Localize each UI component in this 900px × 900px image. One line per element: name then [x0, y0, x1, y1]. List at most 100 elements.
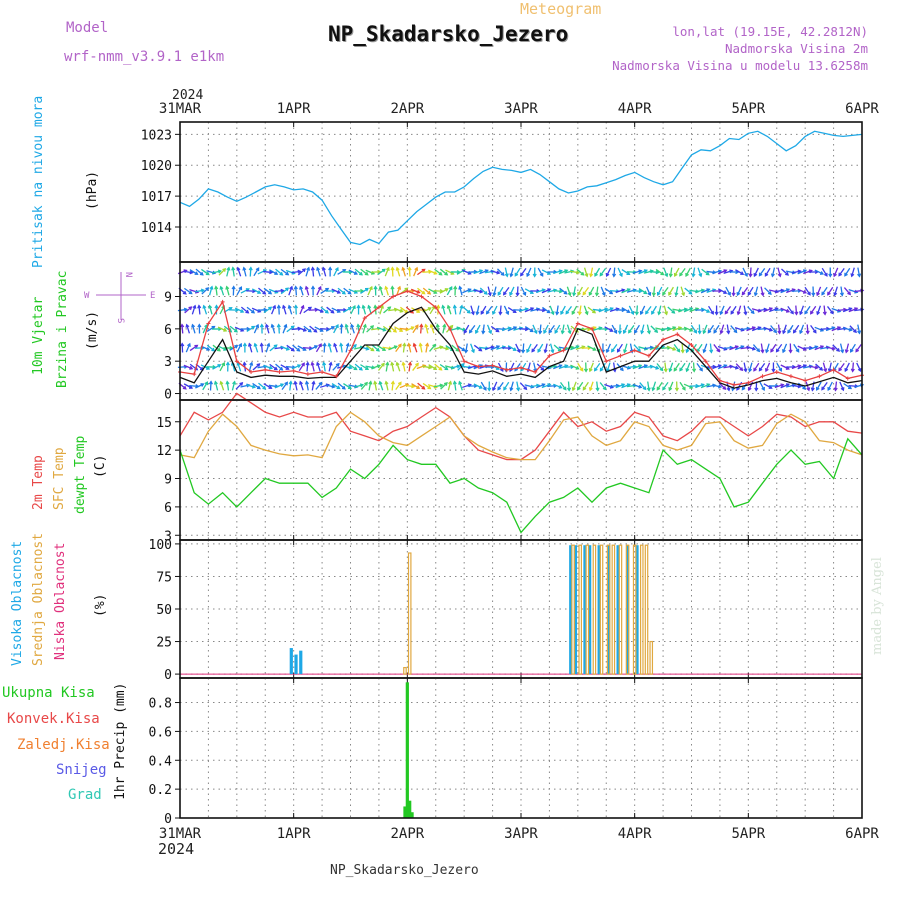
wind-arrow: [797, 364, 807, 370]
wind-arrow: [288, 305, 293, 315]
wind-arrow: [543, 324, 549, 334]
wind-arrow: [549, 343, 554, 353]
wind-arrow-head: [206, 346, 211, 351]
wind-arrow: [263, 306, 272, 314]
cloud-bar: [649, 640, 654, 675]
temp-unit-label: (C): [93, 455, 108, 478]
wind-arrow-head: [450, 365, 455, 370]
wind-arrow: [749, 267, 752, 277]
wind-arrow-head: [438, 366, 443, 371]
wind-arrow: [368, 381, 372, 391]
wind-arrow-head: [792, 329, 797, 334]
wind-arrow-head: [656, 386, 661, 391]
wind-arrow-head: [348, 307, 353, 311]
wind-arrow: [632, 384, 642, 388]
wind-arrow: [814, 326, 824, 332]
wind-arrow-head: [685, 368, 690, 373]
wind-arrow: [707, 324, 715, 334]
wind-arrow: [663, 305, 668, 315]
wind-arrow-head: [529, 328, 534, 333]
wind-arrow: [354, 384, 364, 388]
wind-arrow-head: [200, 288, 205, 293]
wind-arrow-head: [439, 383, 444, 388]
wind-arrow-head: [747, 291, 752, 296]
wind-arrow-head: [385, 361, 390, 366]
wind-arrow-head: [595, 387, 600, 392]
y-tick-label: 1020: [141, 159, 172, 174]
wind-arrow-head: [698, 273, 703, 278]
wind-arrow-head: [382, 347, 387, 351]
wind-arrow: [747, 306, 755, 314]
wind-arrow-head: [322, 361, 327, 366]
gust-marker: [760, 374, 765, 379]
wind-arrow: [833, 267, 839, 277]
wind-arrow-head: [276, 323, 281, 328]
wind-arrow-head: [460, 362, 465, 367]
cloud-bar: [585, 544, 590, 675]
wind-arrow: [289, 381, 292, 391]
wind-arrow: [337, 287, 346, 295]
wind-arrow-head: [305, 361, 310, 366]
wind-arrow-head: [255, 323, 260, 328]
wind-arrow-head: [234, 328, 238, 333]
wind-arrow-head: [558, 289, 564, 294]
wind-arrow: [736, 286, 742, 296]
wind-arrow-head: [300, 304, 305, 309]
wind-arrow-head: [526, 348, 530, 354]
gust-marker: [348, 348, 353, 353]
wind-arrow: [186, 324, 191, 334]
wind-arrow: [360, 268, 369, 276]
wind-arrow-head: [756, 348, 761, 353]
wind-arrow: [326, 306, 335, 314]
wind-arrow: [315, 343, 322, 353]
wind-arrow: [476, 305, 480, 315]
wind-arrow-head: [497, 386, 502, 391]
wind-arrow: [820, 328, 830, 330]
wind-arrow: [753, 362, 760, 372]
gust-marker: [320, 369, 325, 374]
wind-arrow: [396, 286, 401, 296]
wind-arrow-head: [515, 292, 520, 297]
wind-arrow: [226, 267, 230, 277]
precip-legend-item: Grad: [68, 787, 102, 803]
wind-arrow: [269, 269, 278, 275]
wind-arrow-head: [693, 329, 698, 334]
wind-arrow-head: [691, 273, 696, 278]
wind-arrow-head: [538, 330, 543, 335]
wind-arrow: [510, 267, 514, 277]
wind-arrow-head: [251, 309, 256, 314]
wind-arrow-head: [840, 387, 845, 392]
wind-arrow: [183, 270, 193, 274]
gust-marker: [746, 380, 751, 385]
wind-arrow-head: [377, 269, 382, 274]
wind-arrow-head: [774, 289, 779, 294]
cloud-bar: [611, 544, 616, 675]
wind-arrow: [655, 268, 664, 276]
wind-arrow: [849, 325, 857, 333]
wind-arrow-head: [367, 304, 372, 309]
wind-arrow: [350, 324, 355, 334]
wind-arrow-head: [722, 386, 727, 390]
wind-arrow: [473, 289, 483, 293]
wind-arrow-head: [192, 304, 197, 309]
wind-arrow: [405, 326, 415, 332]
wind-arrow: [857, 324, 861, 334]
wind-arrow-head: [270, 323, 275, 328]
y-tick-label: 0: [164, 812, 172, 827]
wind-arrow: [675, 286, 679, 296]
wind-arrow: [558, 269, 568, 275]
wind-arrow: [367, 286, 373, 296]
wind-arrow-head: [481, 330, 486, 335]
wind-arrow-head: [509, 387, 514, 392]
wind-arrow: [799, 305, 805, 315]
wind-arrow: [384, 286, 389, 296]
wind-arrow: [743, 362, 747, 372]
wind-arrow-head: [268, 365, 274, 370]
wind-arrow: [764, 267, 771, 277]
wind-arrow-head: [785, 308, 791, 313]
wind-arrow: [422, 382, 431, 390]
wind-arrow: [497, 362, 504, 372]
wind-arrow: [428, 269, 437, 275]
wind-arrow: [365, 269, 375, 275]
wind-arrow-head: [751, 346, 757, 351]
